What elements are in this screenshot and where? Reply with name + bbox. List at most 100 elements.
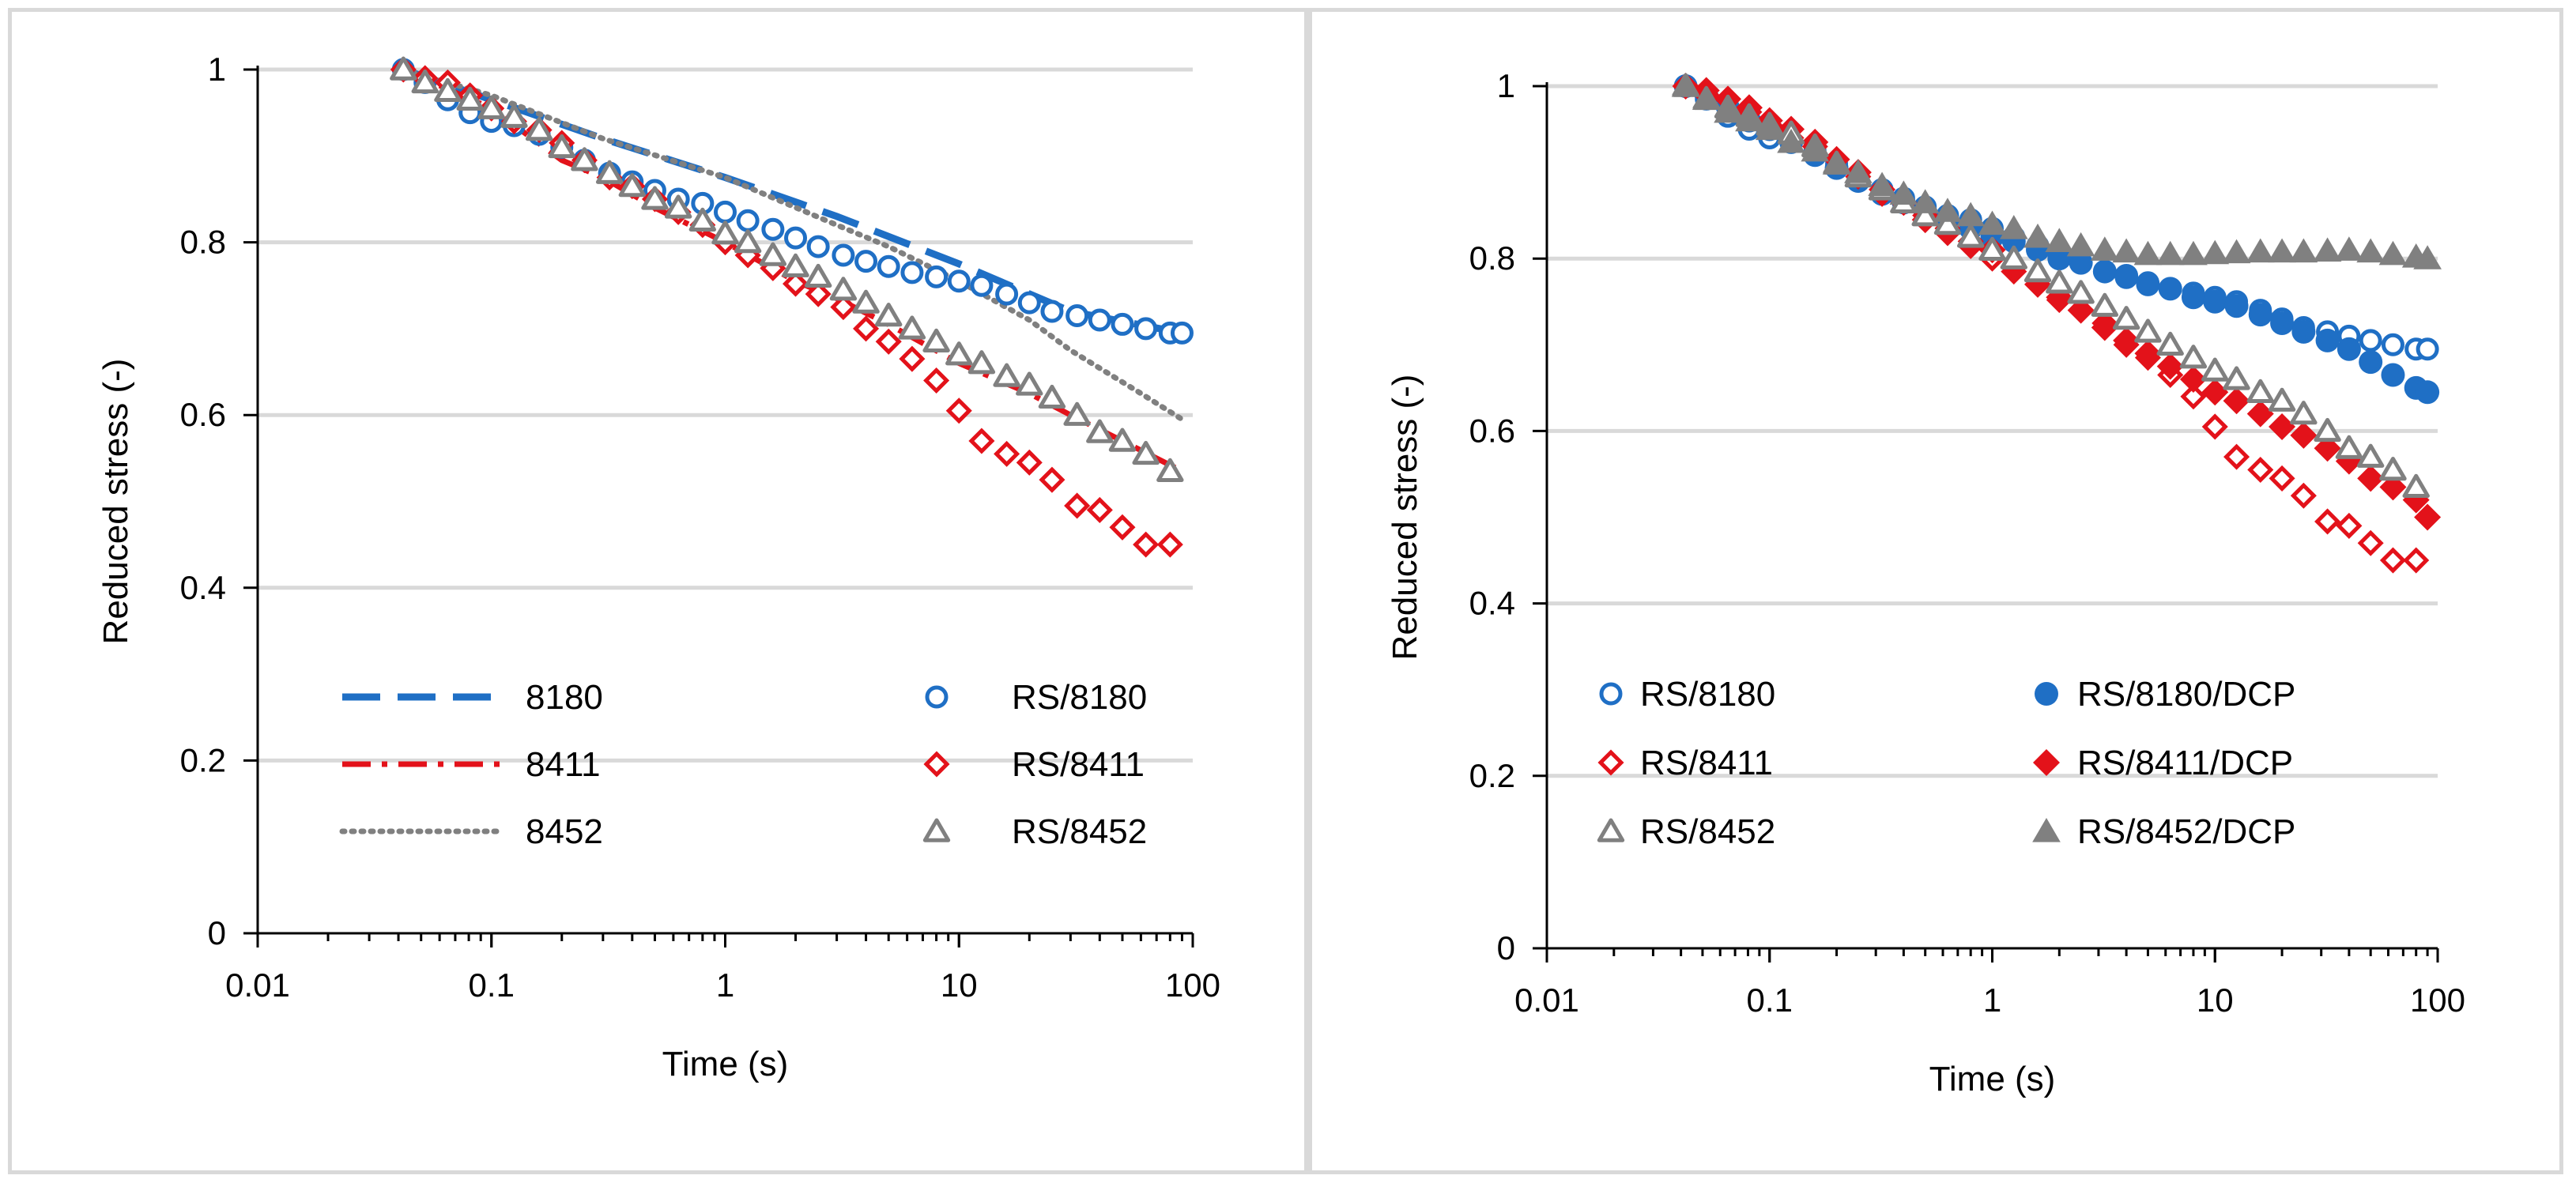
data-point: [1978, 236, 2006, 261]
data-point: [2416, 337, 2439, 361]
data-point: [2179, 240, 2208, 266]
data-point: [1692, 85, 1721, 110]
data-point: [1016, 371, 1043, 396]
data-point: [2000, 245, 2028, 269]
data-point: [1065, 304, 1089, 328]
x-axis-title: Time (s): [662, 1045, 789, 1083]
data-point: [1156, 531, 1183, 558]
data-point: [2291, 319, 2316, 344]
left-chart: 0 0.2 0.4 0.6 0.8 1 0.01 0.1 1 10 100 Time (s) Reduc…: [96, 51, 1220, 1083]
data-point: [2268, 387, 2296, 412]
data-point: [1063, 401, 1091, 426]
data-point: [595, 160, 624, 184]
data-point: [664, 194, 692, 219]
legend-label: RS/8411: [1640, 744, 1773, 782]
data-point: [2416, 380, 2440, 405]
data-point: [2335, 236, 2363, 261]
data-point: [945, 341, 973, 366]
data-point: [2336, 512, 2363, 539]
data-point: [688, 207, 717, 232]
data-point: [1999, 215, 2028, 239]
data-point: [1016, 449, 1043, 476]
data-point: [2112, 306, 2140, 330]
data-point: [2134, 340, 2162, 367]
right-chart-panel: 0 0.2 0.4 0.6 0.8 1 0.01 0.1 1 10 100 Time (s) Reduc…: [1308, 8, 2563, 1174]
data-point: [2045, 228, 2074, 252]
data-point: [853, 315, 880, 342]
data-point: [759, 242, 787, 266]
data-point: [994, 440, 1020, 467]
data-point: [2357, 529, 2384, 556]
y-tick-label: 0.8: [1469, 239, 1515, 277]
x-axis-title: Time (s): [1929, 1060, 2056, 1098]
data-point: [898, 315, 926, 340]
data-point: [1889, 180, 1918, 205]
data-point: [1868, 171, 1896, 197]
x-tick-label: 0.1: [1747, 981, 1793, 1019]
data-point: [875, 303, 903, 327]
data-point: [1088, 308, 1111, 332]
data-point: [1978, 210, 2007, 235]
legend-label: RS/8452: [1640, 812, 1775, 851]
data-point: [2378, 240, 2408, 266]
data-point: [456, 86, 484, 111]
data-point: [2247, 456, 2274, 484]
data-point: [2201, 379, 2229, 406]
data-point: [2248, 303, 2272, 327]
data-point: [2290, 421, 2318, 449]
data-point: [411, 69, 439, 94]
data-point: [2314, 508, 2341, 535]
data-point: [2179, 365, 2207, 393]
data-point: [805, 281, 832, 307]
y-tick-label: 0.6: [180, 396, 226, 433]
data-point: [2268, 238, 2296, 263]
y-tick-label: 0.2: [180, 741, 226, 778]
data-point: [945, 397, 972, 424]
data-point: [1086, 419, 1114, 443]
legend-label: RS/8180: [1640, 675, 1775, 714]
data-point: [2114, 264, 2139, 288]
data-point: [993, 363, 1020, 387]
data-point: [2246, 379, 2274, 404]
data-point: [2381, 363, 2405, 387]
data-point: [923, 367, 950, 394]
data-point: [877, 254, 900, 278]
data-point: [1039, 466, 1065, 493]
legend-label: 8180: [526, 678, 603, 717]
y-tick-label: 0.4: [1469, 585, 1515, 622]
x-tick-label: 100: [2410, 981, 2465, 1019]
x-tick-label: 0.01: [1514, 981, 1579, 1019]
data-point: [2091, 314, 2118, 341]
data-point: [2246, 400, 2274, 428]
data-point: [1017, 291, 1041, 315]
data-point: [922, 328, 950, 352]
data-point: [2414, 503, 2442, 531]
data-point: [1777, 128, 1805, 153]
x-tick-label: 10: [941, 966, 978, 1004]
data-point: [2246, 238, 2275, 263]
data-point: [2156, 352, 2184, 380]
data-point: [832, 243, 855, 267]
data-point: [1822, 150, 1851, 175]
y-tick-label: 0.2: [1469, 757, 1515, 794]
data-point: [875, 328, 902, 355]
data-point: [2403, 547, 2430, 574]
data-point: [2413, 245, 2442, 269]
data-point: [2356, 443, 2385, 468]
x-tick-label: 1: [716, 966, 734, 1004]
data-point: [1933, 211, 1962, 235]
data-point: [2155, 240, 2185, 266]
legend-label: RS/8180: [1012, 678, 1147, 717]
data-point: [782, 270, 809, 297]
data-point: [830, 294, 857, 321]
legend-label: RS/8180/DCP: [2077, 675, 2295, 714]
data-point: [782, 253, 809, 277]
data-point: [852, 289, 880, 314]
x-tick-label: 0.01: [225, 966, 290, 1004]
data-point: [761, 217, 785, 241]
data-point: [734, 229, 762, 254]
data-point: [2223, 443, 2250, 470]
legend-marker: [1597, 749, 1624, 776]
data-point: [2359, 329, 2382, 352]
data-point: [1735, 107, 1763, 132]
